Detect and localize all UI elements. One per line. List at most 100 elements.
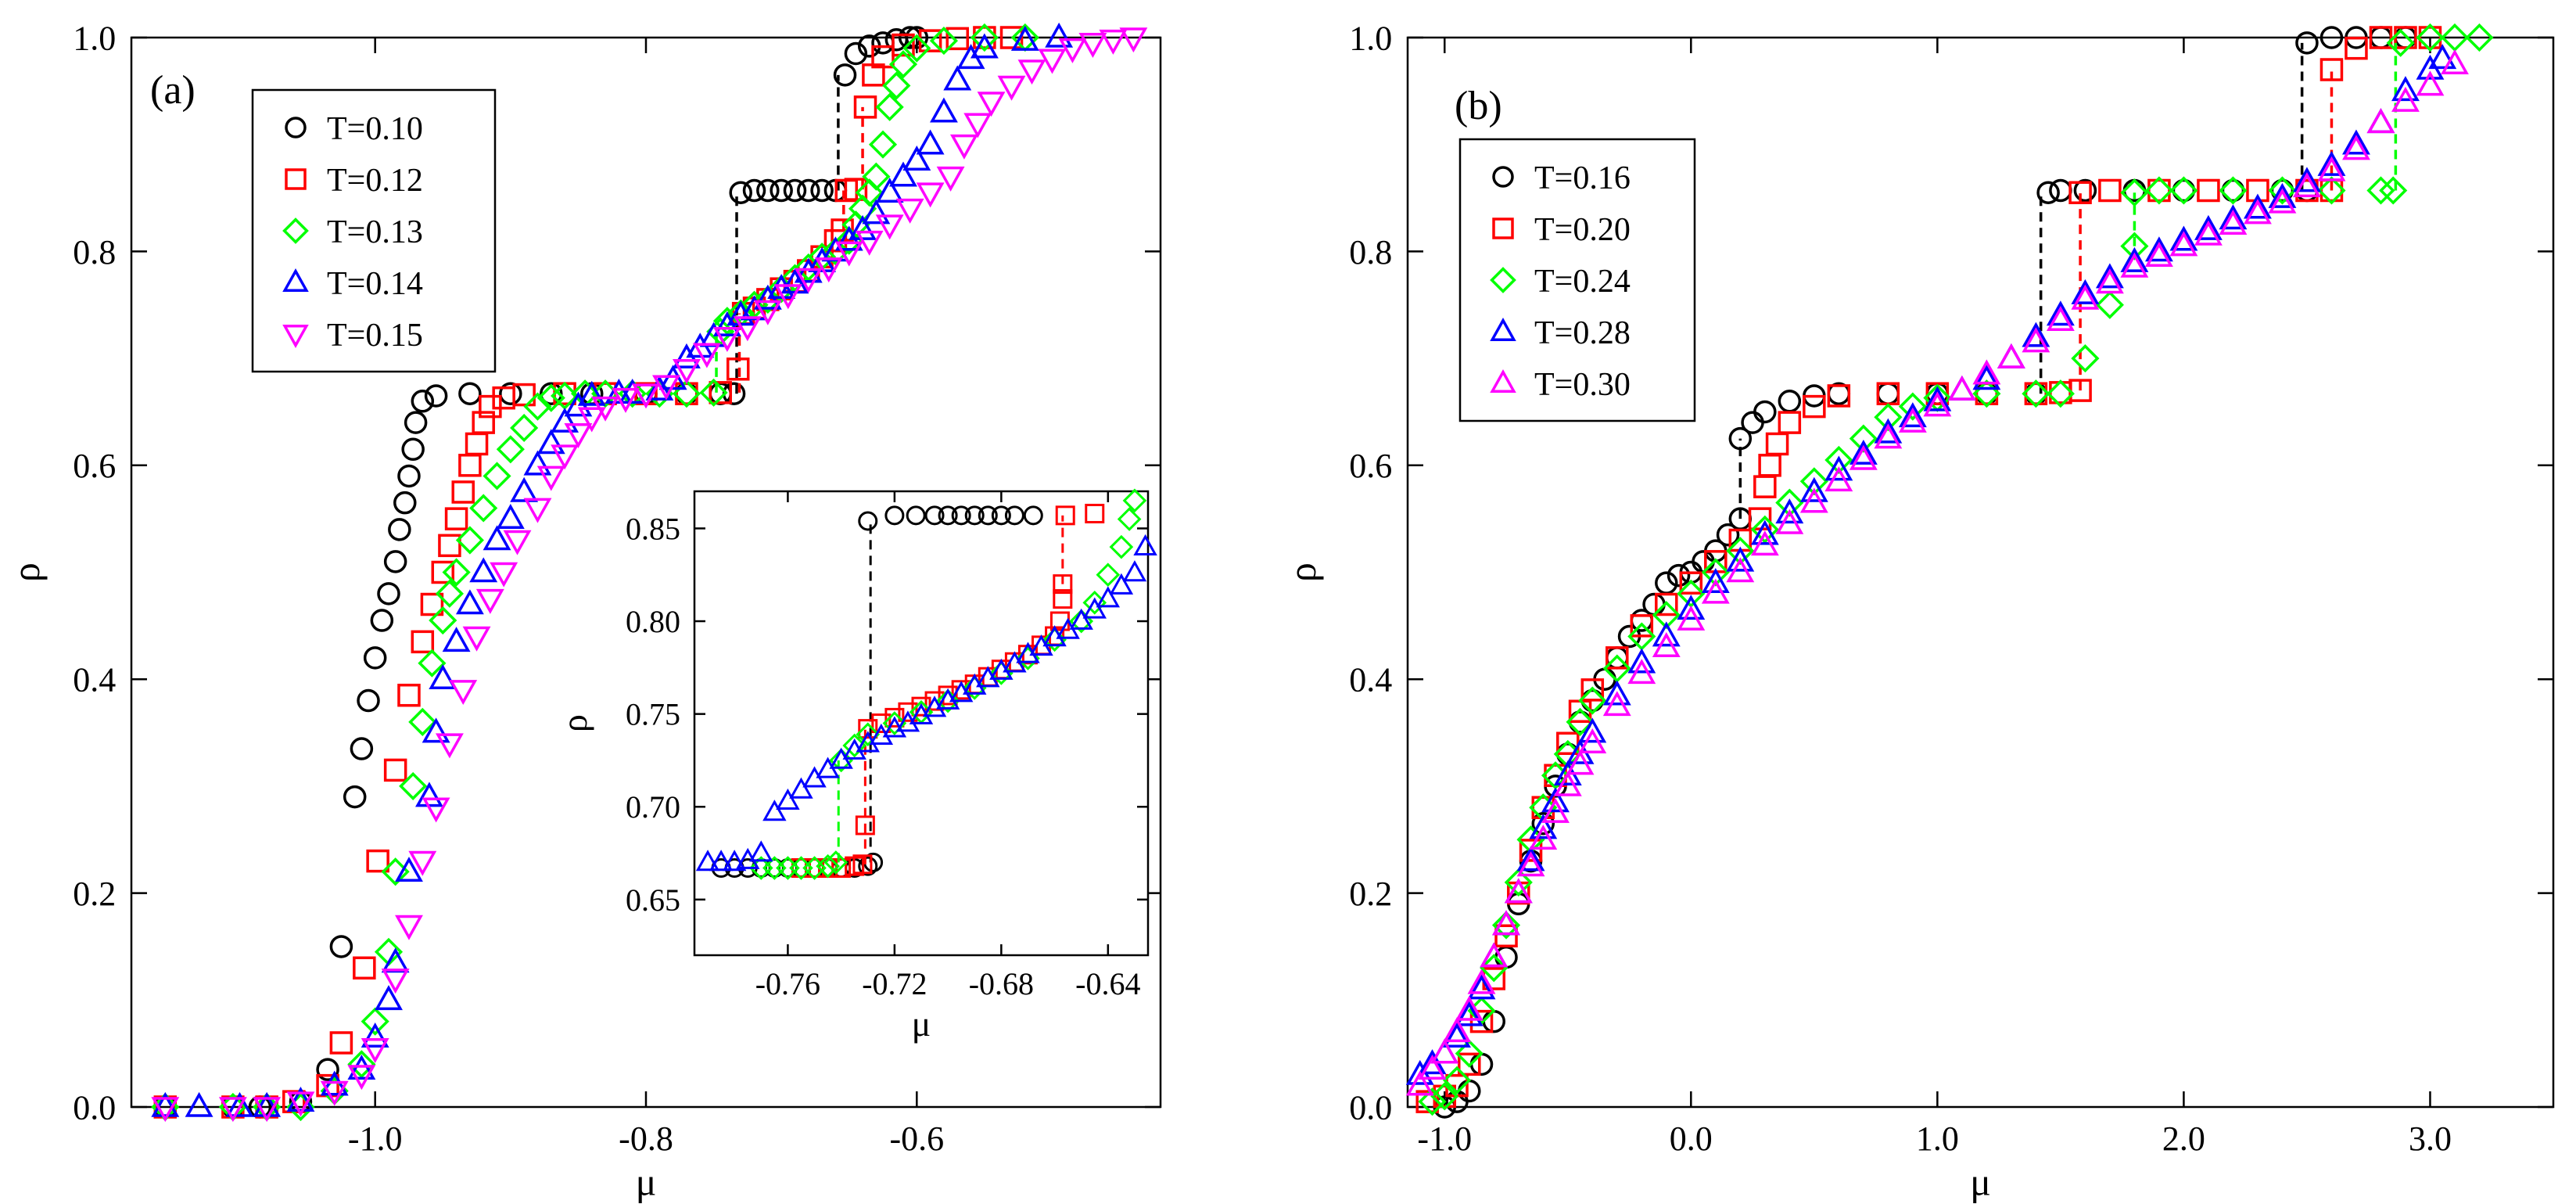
data-point (1874, 418, 1903, 444)
y-tick-label: 0.8 (73, 233, 116, 271)
plot-frame (1406, 36, 2555, 1109)
data-point (1480, 942, 1509, 968)
x-tick-label: -0.68 (969, 966, 1034, 1001)
data-point (871, 713, 892, 733)
y-tick-label: 0.65 (626, 882, 680, 918)
data-point (1480, 954, 1509, 983)
data-point (523, 498, 552, 523)
y-tick-label: 0.2 (73, 875, 116, 913)
data-point (1010, 25, 1039, 51)
data-point (1652, 621, 1681, 647)
data-point (1692, 550, 1715, 573)
data-point (1418, 1054, 1447, 1080)
inset: -0.76 -0.72 -0.68 -0.64 0.65 0.70 0.75 0.80 0.85… (554, 488, 1157, 1044)
data-point (871, 31, 895, 55)
data-point (435, 579, 464, 608)
data-point (1467, 969, 1496, 994)
data-point (424, 384, 448, 408)
data-point (1824, 466, 1853, 492)
data-point (2268, 188, 2297, 214)
data-point (853, 95, 877, 119)
data-point (802, 856, 827, 880)
data-point (1602, 691, 1631, 717)
plot-frame (693, 490, 1150, 957)
data-point (962, 676, 987, 700)
x-tick-label: -0.72 (862, 966, 927, 1001)
data-point (783, 178, 807, 203)
data-point (2317, 176, 2346, 205)
data-point (1750, 515, 1779, 544)
legend-label: T=0.30 (1534, 367, 1631, 403)
data-point (2219, 204, 2248, 230)
data-point (151, 1097, 180, 1123)
data-point (692, 343, 721, 368)
data-point (905, 26, 929, 49)
data-point (1109, 573, 1134, 595)
data-point (844, 41, 868, 66)
data-point (973, 26, 996, 49)
data-point (455, 589, 484, 615)
y-axis-label: ρ (1280, 562, 1324, 582)
data-point (930, 97, 958, 123)
data-point (458, 382, 482, 405)
data-point (350, 737, 374, 760)
data-point (395, 915, 423, 940)
data-point (253, 1091, 282, 1117)
data-point (499, 382, 522, 405)
data-point (2120, 246, 2149, 272)
data-point (892, 33, 915, 57)
data-point (1096, 586, 1121, 608)
data-point (2369, 26, 2393, 49)
data-point (353, 956, 376, 980)
x-tick-label: 2.0 (2162, 1120, 2205, 1158)
data-point (1455, 1039, 1484, 1068)
y-tick-label: 0.6 (73, 447, 116, 485)
data-point (2342, 135, 2370, 160)
data-point (1677, 595, 1706, 620)
data-point (399, 771, 428, 800)
data-point (1627, 648, 1656, 674)
data-point (577, 380, 606, 406)
data-point (422, 797, 450, 823)
data-point (858, 719, 878, 739)
data-point (411, 390, 435, 413)
data-point (1418, 1087, 1447, 1116)
data-point (347, 1054, 376, 1080)
data-point (377, 582, 400, 606)
data-point (773, 284, 802, 310)
data-point (329, 935, 353, 958)
data-point (1053, 589, 1073, 609)
data-point (2022, 327, 2050, 353)
data-point (1778, 411, 1802, 434)
data-point (2243, 199, 2272, 225)
data-point (1096, 562, 1121, 588)
data-point (916, 182, 945, 208)
legend-label: T=0.13 (327, 214, 423, 250)
data-point (749, 840, 773, 862)
data-point (2268, 182, 2297, 208)
data-point (916, 129, 945, 155)
data-point (1038, 49, 1067, 74)
data-point (1430, 1082, 1459, 1111)
y-tick-label: 0.85 (626, 511, 680, 546)
data-point (1775, 488, 1804, 517)
data-point (722, 850, 747, 872)
data-point (2095, 263, 2124, 289)
data-point (510, 413, 539, 443)
data-point (1109, 534, 1134, 559)
data-point (1516, 846, 1545, 872)
data-point (320, 1070, 349, 1096)
data-point (1491, 911, 1521, 940)
data-point (722, 382, 746, 405)
data-point (577, 407, 606, 433)
data-point (1042, 627, 1067, 652)
data-point (2147, 178, 2171, 203)
panel-a: -1.0 -0.8 -0.6 0.0 0.2 0.4 0.6 0.8 1.0 μ ρ (a) T=0.1… (4, 19, 1162, 1204)
data-point (945, 27, 970, 51)
data-point (823, 850, 849, 875)
data-point (2022, 322, 2050, 347)
legend-marker (1492, 166, 1514, 188)
data-point (816, 854, 840, 879)
data-point (442, 627, 471, 652)
